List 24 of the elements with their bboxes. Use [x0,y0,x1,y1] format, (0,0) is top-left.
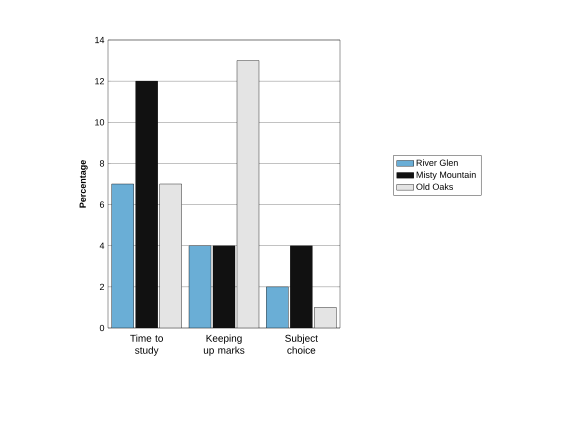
bar [213,246,236,328]
y-tick-label: 10 [95,119,104,126]
y-axis-title: Percentage [80,160,88,208]
bar [314,307,337,328]
legend-label: Old Oaks [416,183,453,190]
x-tick-label: Subject choice [285,334,318,354]
bar [136,81,158,328]
y-tick-label: 8 [100,160,104,167]
y-tick-label: 12 [95,78,104,84]
bar [189,246,212,328]
y-tick-label: 4 [100,242,104,249]
x-tick-label: Keeping up marks [204,334,244,356]
bar [160,184,182,328]
bar [266,286,289,328]
bar [290,246,313,328]
y-tick-label: 6 [100,201,104,208]
legend-label: River Glen [416,159,458,166]
bar [236,60,259,328]
legend-label: Misty Mountain [416,171,476,180]
y-tick-label: 0 [100,324,104,332]
bar [112,184,134,328]
y-tick-label: 14 [95,36,104,44]
y-tick-label: 2 [100,284,104,290]
x-tick-label: Time to study [130,334,163,356]
